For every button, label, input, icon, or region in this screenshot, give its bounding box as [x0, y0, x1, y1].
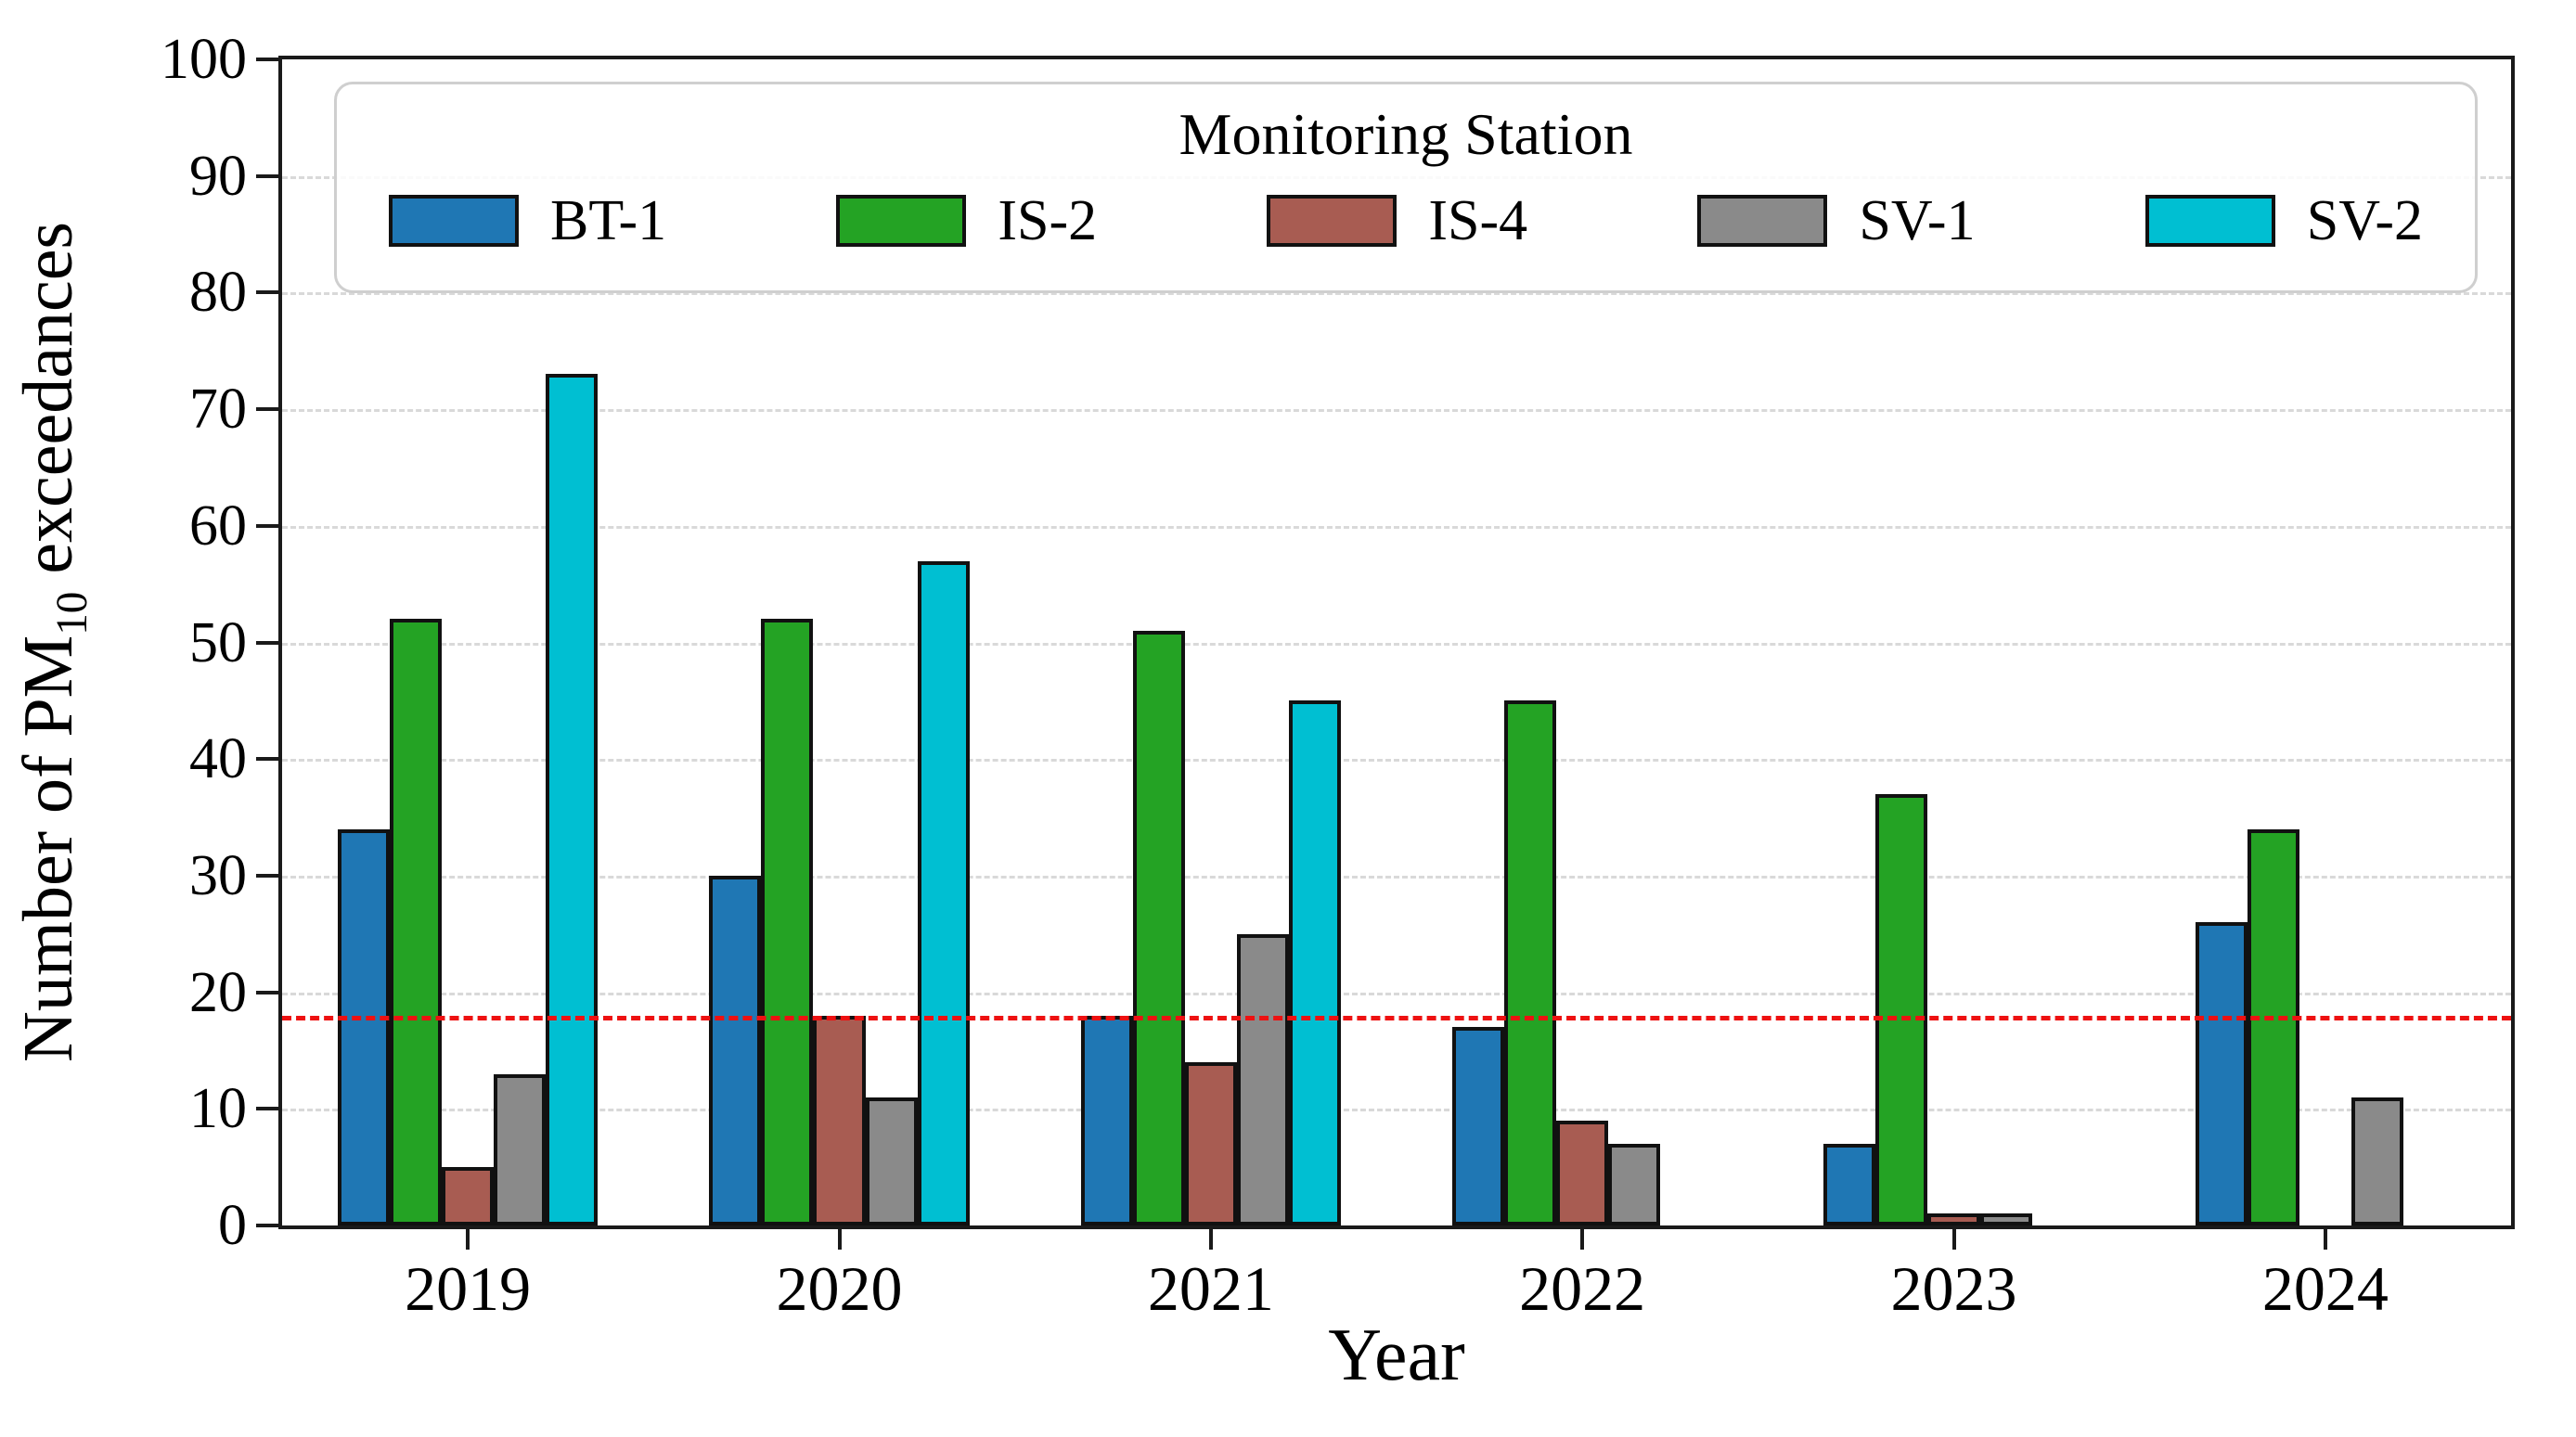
legend-item-SV-1: SV-1	[1697, 189, 1976, 252]
legend-item-SV-2: SV-2	[2145, 192, 2423, 250]
legend-swatch-BT-1	[389, 195, 519, 247]
y-tick-mark-50	[256, 640, 282, 645]
bar-IS-4-2020	[813, 1015, 866, 1225]
bar-SV-2-2020	[917, 560, 970, 1225]
y-tick-label-50: 50	[189, 610, 247, 674]
legend-swatch-SV-2	[2145, 195, 2275, 247]
y-tick-label-0: 0	[218, 1194, 247, 1257]
y-tick-label-100: 100	[161, 28, 247, 91]
gridline-y-80	[282, 292, 2511, 296]
bar-SV-1-2019	[494, 1073, 547, 1225]
gridline-y-10	[282, 1109, 2511, 1112]
bar-SV-1-2024	[2351, 1097, 2403, 1225]
legend-swatch-IS-2	[836, 195, 967, 247]
bar-SV-1-2023	[1979, 1213, 2032, 1225]
y-tick-mark-30	[256, 873, 282, 878]
y-tick-mark-10	[256, 1107, 282, 1111]
y-axis-title-prefix: Number of PM	[8, 635, 87, 1063]
bar-IS-4-2019	[442, 1167, 495, 1225]
bar-IS-4-2023	[1927, 1213, 1980, 1225]
legend-item-IS-2: IS-2	[836, 192, 1097, 250]
x-tick-label-2023: 2023	[1890, 1253, 2017, 1324]
y-tick-label-70: 70	[189, 378, 247, 442]
y-tick-label-30: 30	[189, 843, 247, 907]
gridline-y-30	[282, 875, 2511, 879]
legend-title: Monitoring Station	[1179, 101, 1633, 167]
bar-SV-1-2022	[1608, 1144, 1661, 1225]
bar-IS-2-2019	[390, 619, 443, 1225]
y-tick-mark-100	[256, 58, 282, 61]
bar-BT-1-2023	[1823, 1144, 1876, 1225]
bar-BT-1-2021	[1080, 1015, 1133, 1225]
legend-swatch-IS-4	[1267, 195, 1397, 247]
legend-item-IS-4: IS-4	[1267, 192, 1527, 250]
gridline-y-20	[282, 992, 2511, 995]
gridline-y-70	[282, 409, 2511, 413]
y-axis-title: Number of PM10 exceedances	[9, 222, 97, 1062]
bar-SV-2-2021	[1288, 700, 1341, 1225]
y-tick-mark-40	[256, 757, 282, 762]
y-axis-title-subscript: 10	[48, 591, 97, 635]
y-tick-mark-70	[256, 407, 282, 412]
x-tick-mark-2024	[2323, 1225, 2327, 1250]
bar-SV-1-2021	[1236, 933, 1289, 1225]
x-tick-label-2021: 2021	[1147, 1253, 1274, 1324]
bar-SV-2-2019	[546, 374, 599, 1225]
bar-IS-4-2021	[1184, 1062, 1237, 1225]
legend-swatch-SV-1	[1697, 195, 1828, 247]
legend-label-SV-1: SV-1	[1859, 189, 1976, 252]
legend-label-IS-4: IS-4	[1428, 189, 1528, 252]
legend-label-SV-2: SV-2	[2306, 189, 2423, 252]
legend-item-BT-1: BT-1	[389, 192, 666, 250]
gridline-y-50	[282, 642, 2511, 646]
gridline-y-60	[282, 525, 2511, 529]
bar-BT-1-2019	[338, 828, 391, 1225]
bar-SV-1-2020	[865, 1097, 918, 1225]
y-tick-mark-90	[256, 173, 282, 178]
bar-IS-2-2020	[761, 619, 814, 1225]
bar-BT-1-2022	[1452, 1027, 1505, 1225]
bar-IS-2-2024	[2247, 828, 2299, 1225]
y-tick-label-90: 90	[189, 144, 247, 208]
threshold-line	[282, 1015, 2511, 1020]
x-tick-label-2024: 2024	[2261, 1253, 2389, 1324]
y-axis-title-suffix: exceedances	[8, 221, 87, 592]
legend: Monitoring Station BT-1 IS-2 IS-4 SV-1 SV-2	[334, 82, 2478, 293]
x-tick-mark-2021	[1208, 1225, 1213, 1250]
x-tick-mark-2019	[466, 1225, 470, 1250]
bar-IS-2-2022	[1504, 700, 1557, 1225]
x-axis-title: Year	[1328, 1315, 1465, 1396]
y-tick-mark-20	[256, 990, 282, 994]
bar-BT-1-2020	[709, 875, 762, 1225]
legend-items: BT-1 IS-2 IS-4 SV-1 SV-2	[337, 164, 2475, 290]
x-tick-mark-2023	[1951, 1225, 1956, 1250]
x-tick-label-2022: 2022	[1519, 1253, 1646, 1324]
y-tick-mark-60	[256, 523, 282, 528]
legend-label-BT-1: BT-1	[550, 189, 667, 252]
x-tick-label-2019: 2019	[405, 1253, 532, 1324]
y-tick-label-40: 40	[189, 727, 247, 791]
x-tick-mark-2022	[1580, 1225, 1585, 1250]
x-tick-mark-2020	[837, 1225, 842, 1250]
bar-IS-2-2023	[1875, 793, 1928, 1225]
y-tick-label-80: 80	[189, 261, 247, 325]
bar-IS-2-2021	[1132, 630, 1185, 1225]
y-tick-mark-80	[256, 290, 282, 295]
y-tick-mark-0	[256, 1224, 282, 1227]
y-tick-label-20: 20	[189, 960, 247, 1024]
y-tick-label-10: 10	[189, 1077, 247, 1141]
y-tick-label-60: 60	[189, 494, 247, 558]
x-tick-label-2020: 2020	[776, 1253, 903, 1324]
bar-IS-4-2022	[1556, 1120, 1609, 1225]
legend-label-IS-2: IS-2	[998, 189, 1098, 252]
bar-BT-1-2024	[2195, 922, 2248, 1225]
gridline-y-40	[282, 759, 2511, 763]
